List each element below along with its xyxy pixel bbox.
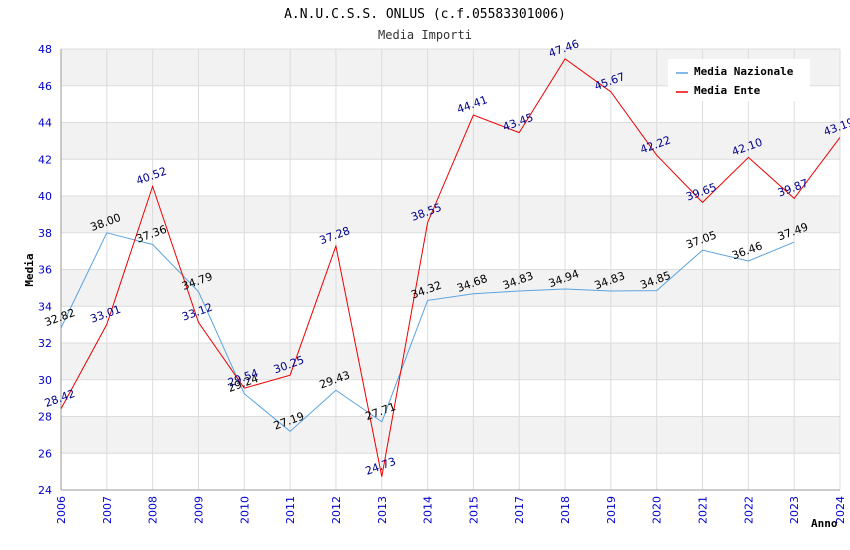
y-tick-label: 30 (38, 374, 52, 387)
grid-bands (61, 49, 840, 490)
y-axis-ticks: 24 26 28 30 32 34 36 38 40 42 44 46 48 (38, 43, 52, 497)
grid-band (61, 232, 840, 270)
y-tick-label: 48 (38, 43, 52, 56)
legend-label-nazionale: Media Nazionale (694, 65, 794, 78)
x-tick-label: 2020 (651, 496, 664, 524)
grid-band (61, 453, 840, 490)
legend-label-ente: Media Ente (694, 84, 761, 97)
y-tick-label: 40 (38, 190, 52, 203)
x-tick-label: 2011 (284, 496, 297, 524)
legend-box (668, 59, 810, 101)
series-lines (60, 58, 841, 477)
grid-band (61, 159, 840, 196)
x-tick-label: 2008 (147, 496, 160, 524)
x-tick-label: 2024 (834, 496, 847, 524)
x-tick-label: 2014 (422, 496, 435, 524)
y-tick-label: 32 (38, 337, 52, 350)
grid-band (61, 379, 840, 417)
y-tick-label: 28 (38, 411, 52, 424)
grid-band (61, 196, 840, 233)
y-tick-label: 38 (38, 227, 52, 240)
grid-band (61, 306, 840, 343)
x-tick-label: 2017 (513, 496, 526, 524)
y-tick-label: 46 (38, 80, 52, 93)
x-tick-label: 2022 (742, 496, 755, 524)
y-tick-label: 26 (38, 447, 52, 460)
y-tick-label: 44 (38, 117, 52, 130)
x-tick-label: 2012 (330, 496, 343, 524)
grid-band (61, 122, 840, 160)
x-tick-label: 2021 (697, 496, 710, 524)
x-tick-label: 2007 (101, 496, 114, 524)
legend: Media Nazionale Media Ente (668, 59, 810, 101)
grid-band (61, 269, 840, 307)
x-tick-label: 2015 (467, 496, 480, 524)
grid-lines (60, 48, 841, 491)
series-line-ente (60, 58, 841, 477)
chart-subtitle: Media Importi (378, 28, 472, 42)
y-tick-label: 24 (38, 484, 52, 497)
y-tick-label: 36 (38, 264, 52, 277)
x-axis-title: Anno (811, 517, 838, 530)
x-tick-label: 2006 (55, 496, 68, 524)
y-axis-title: Media (23, 253, 36, 286)
y-tick-label: 42 (38, 153, 52, 166)
x-axis-ticks: 2006 2007 2008 2009 2010 2011 2012 2013 2014 2015… (55, 496, 847, 524)
x-tick-label: 2019 (605, 496, 618, 524)
grid-band (61, 416, 840, 454)
y-tick-label: 34 (38, 300, 52, 313)
chart-title: A.N.U.C.S.S. ONLUS (c.f.05583301006) (284, 7, 566, 22)
x-tick-label: 2023 (788, 496, 801, 524)
x-tick-label: 2018 (559, 496, 572, 524)
x-tick-label: 2009 (192, 496, 205, 524)
x-tick-label: 2013 (376, 496, 389, 524)
grid-band (61, 343, 840, 380)
x-tick-label: 2010 (238, 496, 251, 524)
